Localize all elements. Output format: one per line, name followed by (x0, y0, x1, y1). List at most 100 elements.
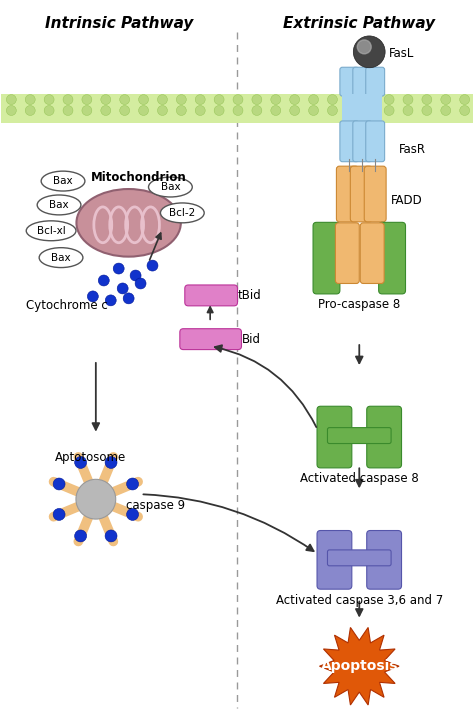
Bar (1, 94, 473, 124)
FancyBboxPatch shape (328, 550, 391, 566)
FancyBboxPatch shape (185, 285, 237, 306)
Circle shape (138, 106, 148, 116)
FancyBboxPatch shape (317, 406, 352, 468)
FancyBboxPatch shape (337, 166, 358, 222)
FancyBboxPatch shape (350, 166, 372, 222)
Circle shape (105, 456, 117, 468)
Circle shape (63, 106, 73, 116)
Circle shape (271, 95, 281, 105)
Circle shape (138, 95, 148, 105)
Text: FADD: FADD (391, 194, 423, 207)
Circle shape (44, 106, 54, 116)
Circle shape (101, 106, 111, 116)
Text: FasL: FasL (389, 47, 414, 60)
Circle shape (290, 95, 300, 105)
Circle shape (105, 530, 117, 542)
Circle shape (309, 106, 319, 116)
Circle shape (82, 95, 92, 105)
Circle shape (127, 508, 138, 521)
Circle shape (123, 293, 134, 304)
Circle shape (76, 479, 116, 519)
Ellipse shape (26, 221, 76, 241)
FancyBboxPatch shape (366, 67, 384, 96)
Circle shape (384, 95, 394, 105)
Circle shape (214, 95, 224, 105)
FancyBboxPatch shape (360, 223, 384, 283)
Ellipse shape (39, 248, 83, 268)
FancyBboxPatch shape (379, 222, 405, 294)
Text: FasR: FasR (399, 143, 426, 156)
Circle shape (120, 106, 129, 116)
Circle shape (25, 95, 35, 105)
Circle shape (252, 106, 262, 116)
Text: Activated caspase 8: Activated caspase 8 (300, 472, 419, 486)
Text: Apoptosis: Apoptosis (320, 660, 398, 673)
Circle shape (403, 95, 413, 105)
Ellipse shape (37, 195, 81, 215)
Circle shape (441, 95, 451, 105)
Circle shape (441, 106, 451, 116)
Text: Extrinsic Pathway: Extrinsic Pathway (283, 16, 435, 31)
Text: Bax: Bax (51, 253, 71, 263)
Circle shape (384, 106, 394, 116)
Text: Aptotosome: Aptotosome (55, 451, 127, 464)
Circle shape (127, 478, 138, 490)
Ellipse shape (148, 177, 192, 197)
Circle shape (113, 263, 124, 274)
FancyBboxPatch shape (364, 166, 386, 222)
Circle shape (290, 106, 300, 116)
Circle shape (74, 530, 87, 542)
Text: Bcl-2: Bcl-2 (169, 208, 195, 218)
FancyBboxPatch shape (336, 223, 359, 283)
Circle shape (157, 106, 167, 116)
Text: Mitochondrion: Mitochondrion (91, 171, 186, 184)
Circle shape (357, 40, 371, 54)
FancyBboxPatch shape (340, 67, 359, 96)
Circle shape (117, 283, 128, 294)
Circle shape (130, 270, 141, 281)
Text: tBid: tBid (238, 289, 262, 302)
Circle shape (214, 106, 224, 116)
FancyBboxPatch shape (353, 121, 372, 162)
FancyBboxPatch shape (367, 406, 401, 468)
Circle shape (353, 36, 385, 68)
Ellipse shape (161, 203, 204, 223)
Circle shape (6, 95, 16, 105)
Ellipse shape (41, 171, 85, 191)
FancyBboxPatch shape (313, 222, 340, 294)
Text: Bax: Bax (49, 200, 69, 210)
Circle shape (63, 95, 73, 105)
Circle shape (53, 508, 65, 521)
FancyBboxPatch shape (356, 94, 369, 124)
Circle shape (195, 106, 205, 116)
Circle shape (87, 291, 98, 302)
Ellipse shape (76, 189, 181, 257)
Circle shape (233, 106, 243, 116)
FancyBboxPatch shape (367, 531, 401, 589)
Circle shape (53, 478, 65, 490)
Circle shape (101, 95, 111, 105)
Text: caspase 9: caspase 9 (126, 499, 185, 512)
Circle shape (120, 95, 129, 105)
Circle shape (309, 95, 319, 105)
Circle shape (135, 278, 146, 289)
Circle shape (252, 95, 262, 105)
Circle shape (403, 106, 413, 116)
FancyBboxPatch shape (353, 67, 372, 96)
Circle shape (25, 106, 35, 116)
FancyBboxPatch shape (340, 121, 359, 162)
Circle shape (328, 95, 337, 105)
Circle shape (365, 106, 375, 116)
Text: Activated caspase 3,6 and 7: Activated caspase 3,6 and 7 (276, 593, 443, 606)
FancyBboxPatch shape (180, 329, 241, 349)
Text: Bcl-xl: Bcl-xl (36, 226, 65, 236)
Circle shape (82, 106, 92, 116)
FancyBboxPatch shape (342, 94, 356, 124)
Circle shape (98, 275, 109, 286)
Text: Bid: Bid (242, 333, 261, 346)
Circle shape (157, 95, 167, 105)
FancyBboxPatch shape (317, 531, 352, 589)
Text: Bax: Bax (161, 182, 180, 192)
Circle shape (74, 456, 87, 468)
FancyBboxPatch shape (366, 121, 384, 162)
